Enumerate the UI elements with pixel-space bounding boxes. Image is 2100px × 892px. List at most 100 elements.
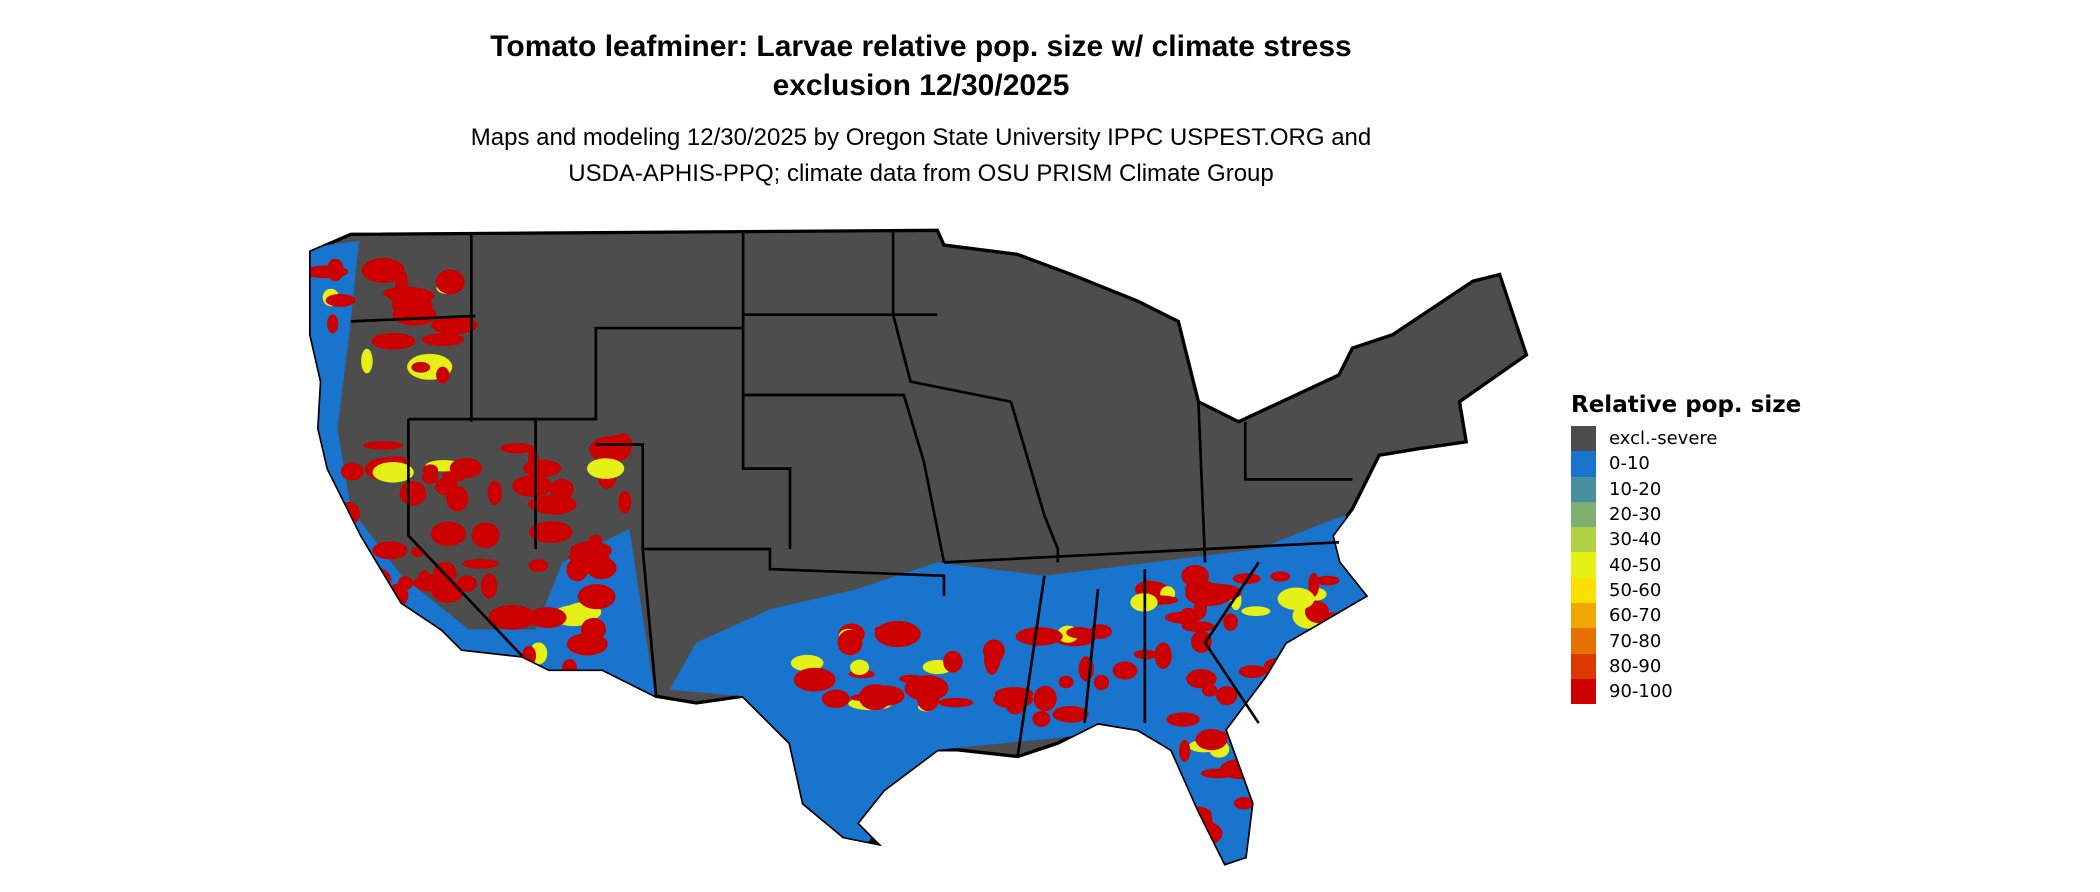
legend-item: 30-40: [1571, 527, 1801, 553]
legend-item: 20-30: [1571, 501, 1801, 528]
high-pop-patch: [488, 604, 536, 630]
high-pop-patch: [1015, 627, 1063, 646]
subtitle-line-1: Maps and modeling 12/30/2025 by Oregon S…: [470, 124, 1372, 151]
high-pop-patch: [327, 314, 339, 334]
high-pop-patch: [1032, 710, 1051, 727]
legend-label: 10-20: [1609, 478, 1662, 500]
high-pop-patch: [1296, 699, 1324, 710]
legend-swatch: [1571, 451, 1596, 477]
high-pop-patch: [528, 559, 549, 572]
title-line-1: Tomato leafminer: Larvae relative pop. s…: [490, 30, 1352, 63]
high-pop-patch: [422, 470, 439, 485]
high-pop-patch: [456, 575, 477, 592]
high-pop-patch: [1219, 758, 1264, 780]
legend: Relative pop. size excl.-severe 0-10 10-20…: [1571, 392, 1802, 705]
high-pop-patch: [411, 361, 431, 373]
high-pop-patch: [904, 675, 949, 702]
legend-swatch: [1571, 628, 1596, 654]
high-pop-patch: [1195, 728, 1228, 751]
high-pop-patch: [449, 458, 483, 479]
high-pop-patch: [1233, 796, 1254, 810]
high-pop-patch: [793, 667, 836, 692]
high-pop-patch: [375, 608, 400, 618]
high-pop-patch: [1033, 685, 1057, 712]
high-pop-patch: [528, 495, 576, 513]
high-pop-patch: [353, 611, 399, 627]
us-land-excluded: [308, 228, 1529, 866]
high-pop-patch: [529, 521, 573, 543]
high-pop-patch: [435, 477, 459, 496]
high-pop-patch: [874, 624, 909, 635]
high-pop-patch: [1275, 677, 1290, 689]
high-pop-patch: [1239, 731, 1251, 745]
high-pop-patch: [430, 521, 467, 546]
high-pop-patch: [1216, 686, 1238, 706]
high-pop-patch: [421, 333, 465, 347]
high-pop-patch: [993, 690, 1034, 709]
high-pop-patch: [361, 348, 373, 374]
title-line-2: exclusion 12/30/2025: [772, 69, 1070, 102]
legend-item: 70-80: [1571, 628, 1801, 654]
high-pop-patch: [1166, 712, 1200, 727]
legend-label: 50-60: [1609, 579, 1662, 601]
high-pop-patch: [1066, 626, 1092, 639]
high-pop-patch: [512, 475, 553, 497]
high-pop-patch: [1269, 670, 1318, 691]
legend-swatch: [1571, 603, 1596, 629]
high-pop-patch: [938, 697, 974, 708]
high-pop-patch: [397, 576, 414, 590]
high-pop-patch: [1277, 587, 1315, 610]
high-pop-patch: [410, 654, 439, 667]
high-pop-patch: [1179, 739, 1191, 762]
high-pop-patch: [1164, 611, 1202, 624]
high-pop-patch: [436, 366, 450, 384]
high-pop-patch: [1223, 613, 1238, 631]
high-pop-patch: [391, 292, 433, 316]
high-pop-patch: [943, 650, 963, 673]
legend-label: 90-100: [1609, 681, 1673, 703]
high-pop-patch: [1052, 705, 1089, 723]
high-pop-patch: [1269, 689, 1283, 705]
legend-title: Relative pop. size: [1571, 392, 1802, 418]
high-pop-patch: [382, 651, 397, 675]
high-pop-patch: [570, 541, 612, 561]
high-pop-patch: [577, 584, 616, 610]
legend-item: 50-60: [1571, 577, 1801, 604]
high-pop-patch: [1309, 612, 1355, 625]
high-pop-patch: [1093, 674, 1110, 691]
high-pop-patch: [1300, 705, 1344, 728]
high-pop-patch: [462, 558, 499, 569]
high-pop-patch: [1154, 642, 1172, 669]
high-pop-patch: [858, 684, 892, 711]
high-pop-patch: [1270, 571, 1291, 582]
legend-swatch: [1571, 501, 1596, 528]
high-pop-patch: [340, 462, 364, 481]
high-pop-patch: [346, 610, 376, 623]
high-pop-patch: [412, 578, 429, 588]
high-pop-patch: [371, 332, 416, 350]
high-pop-patch: [586, 458, 625, 479]
high-pop-patch: [850, 659, 870, 675]
high-pop-patch: [1177, 806, 1212, 822]
high-pop-patch: [1200, 584, 1242, 601]
high-pop-patch: [372, 461, 414, 483]
high-pop-patch: [1312, 662, 1356, 682]
legend-swatch: [1571, 577, 1596, 604]
high-pop-patch: [337, 501, 360, 526]
legend-label: excl.-severe: [1609, 428, 1718, 450]
high-pop-patch: [326, 258, 344, 282]
high-pop-patch: [618, 490, 632, 514]
high-pop-patch: [1186, 669, 1217, 689]
legend-swatch: [1571, 426, 1596, 452]
legend-label: 80-90: [1609, 655, 1662, 677]
legend-item: 60-70: [1571, 603, 1801, 629]
high-pop-patch: [362, 441, 404, 450]
legend-label: 70-80: [1609, 630, 1662, 652]
high-pop-patch: [1308, 572, 1320, 597]
high-pop-patch: [485, 658, 498, 676]
legend-item: 90-100: [1571, 678, 1801, 705]
legend-item: excl.-severe: [1571, 426, 1801, 452]
high-pop-patch: [837, 629, 863, 656]
high-pop-patch: [349, 566, 392, 593]
legend-label: 30-40: [1609, 529, 1662, 551]
